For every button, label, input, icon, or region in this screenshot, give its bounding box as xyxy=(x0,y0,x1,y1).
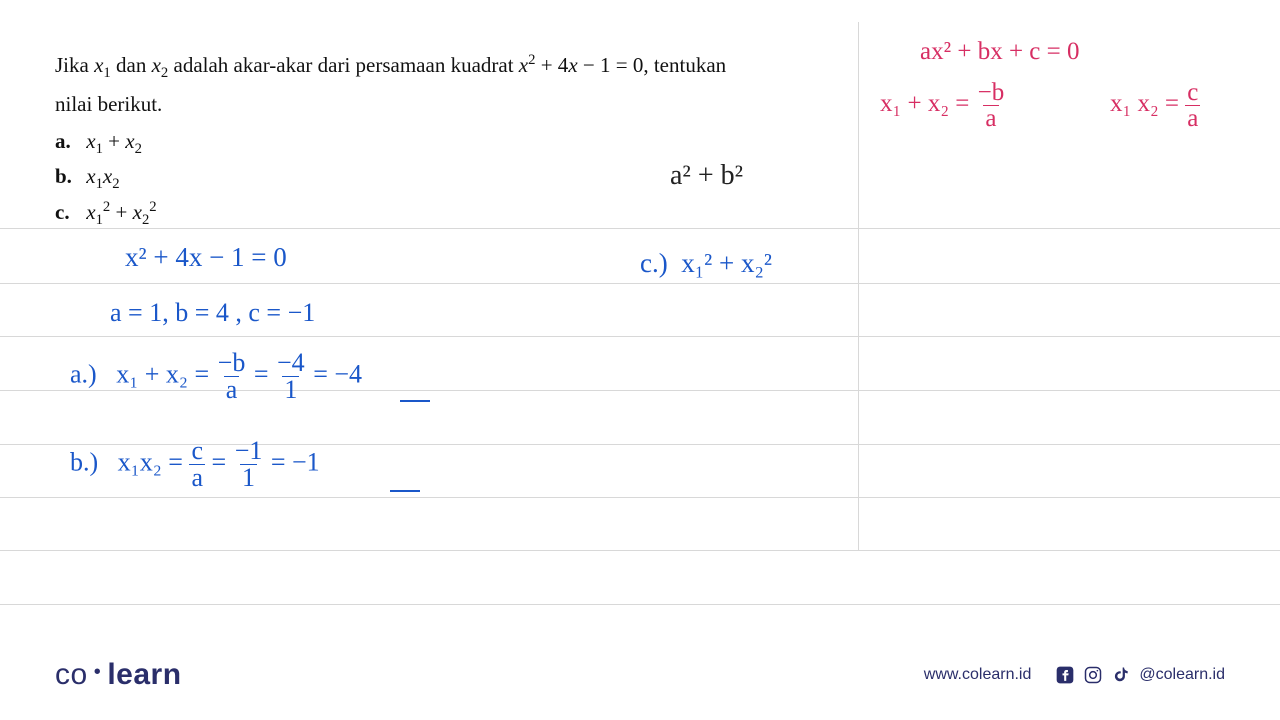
facebook-icon xyxy=(1055,665,1075,685)
work-b: b.) x₁x₂ = ca = −11 = −1 xyxy=(70,438,320,491)
brand-logo: co • learn xyxy=(55,658,182,692)
problem-option-c: c. x12 + x22 xyxy=(55,197,815,231)
page: Jika x1 dan x2 adalah akar-akar dari per… xyxy=(0,0,1280,720)
tiktok-icon xyxy=(1111,665,1131,685)
formula-product: x₁ x₂ = ca xyxy=(1110,80,1200,131)
work-a: a.) x₁ + x₂ = −ba = −41 = −4 xyxy=(70,350,362,403)
work-b-underline xyxy=(390,490,420,492)
work-c: c.) x₁² + x₂² xyxy=(640,248,772,279)
work-coeffs: a = 1, b = 4 , c = −1 xyxy=(110,298,315,328)
problem-line2: nilai berikut. xyxy=(55,90,815,119)
formula-sum: x₁ + x₂ = −ba xyxy=(880,80,1006,131)
formula-general: ax² + bx + c = 0 xyxy=(920,38,1080,66)
problem-option-a: a. x1 + x2 xyxy=(55,127,815,160)
footer-url: www.colearn.id xyxy=(924,666,1032,684)
problem-line1: Jika x1 dan x2 adalah akar-akar dari per… xyxy=(55,50,815,84)
footer-social: @colearn.id xyxy=(1055,665,1225,685)
footer-handle: @colearn.id xyxy=(1139,666,1225,684)
vertical-rule xyxy=(858,22,859,550)
note-a2b2: a² + b² xyxy=(670,160,743,192)
footer: co • learn www.colearn.id @colearn.id xyxy=(0,658,1280,692)
work-equation: x² + 4x − 1 = 0 xyxy=(125,242,287,273)
problem-text: Jika x1 dan x2 adalah akar-akar dari per… xyxy=(55,50,815,232)
work-a-underline xyxy=(400,400,430,402)
instagram-icon xyxy=(1083,665,1103,685)
